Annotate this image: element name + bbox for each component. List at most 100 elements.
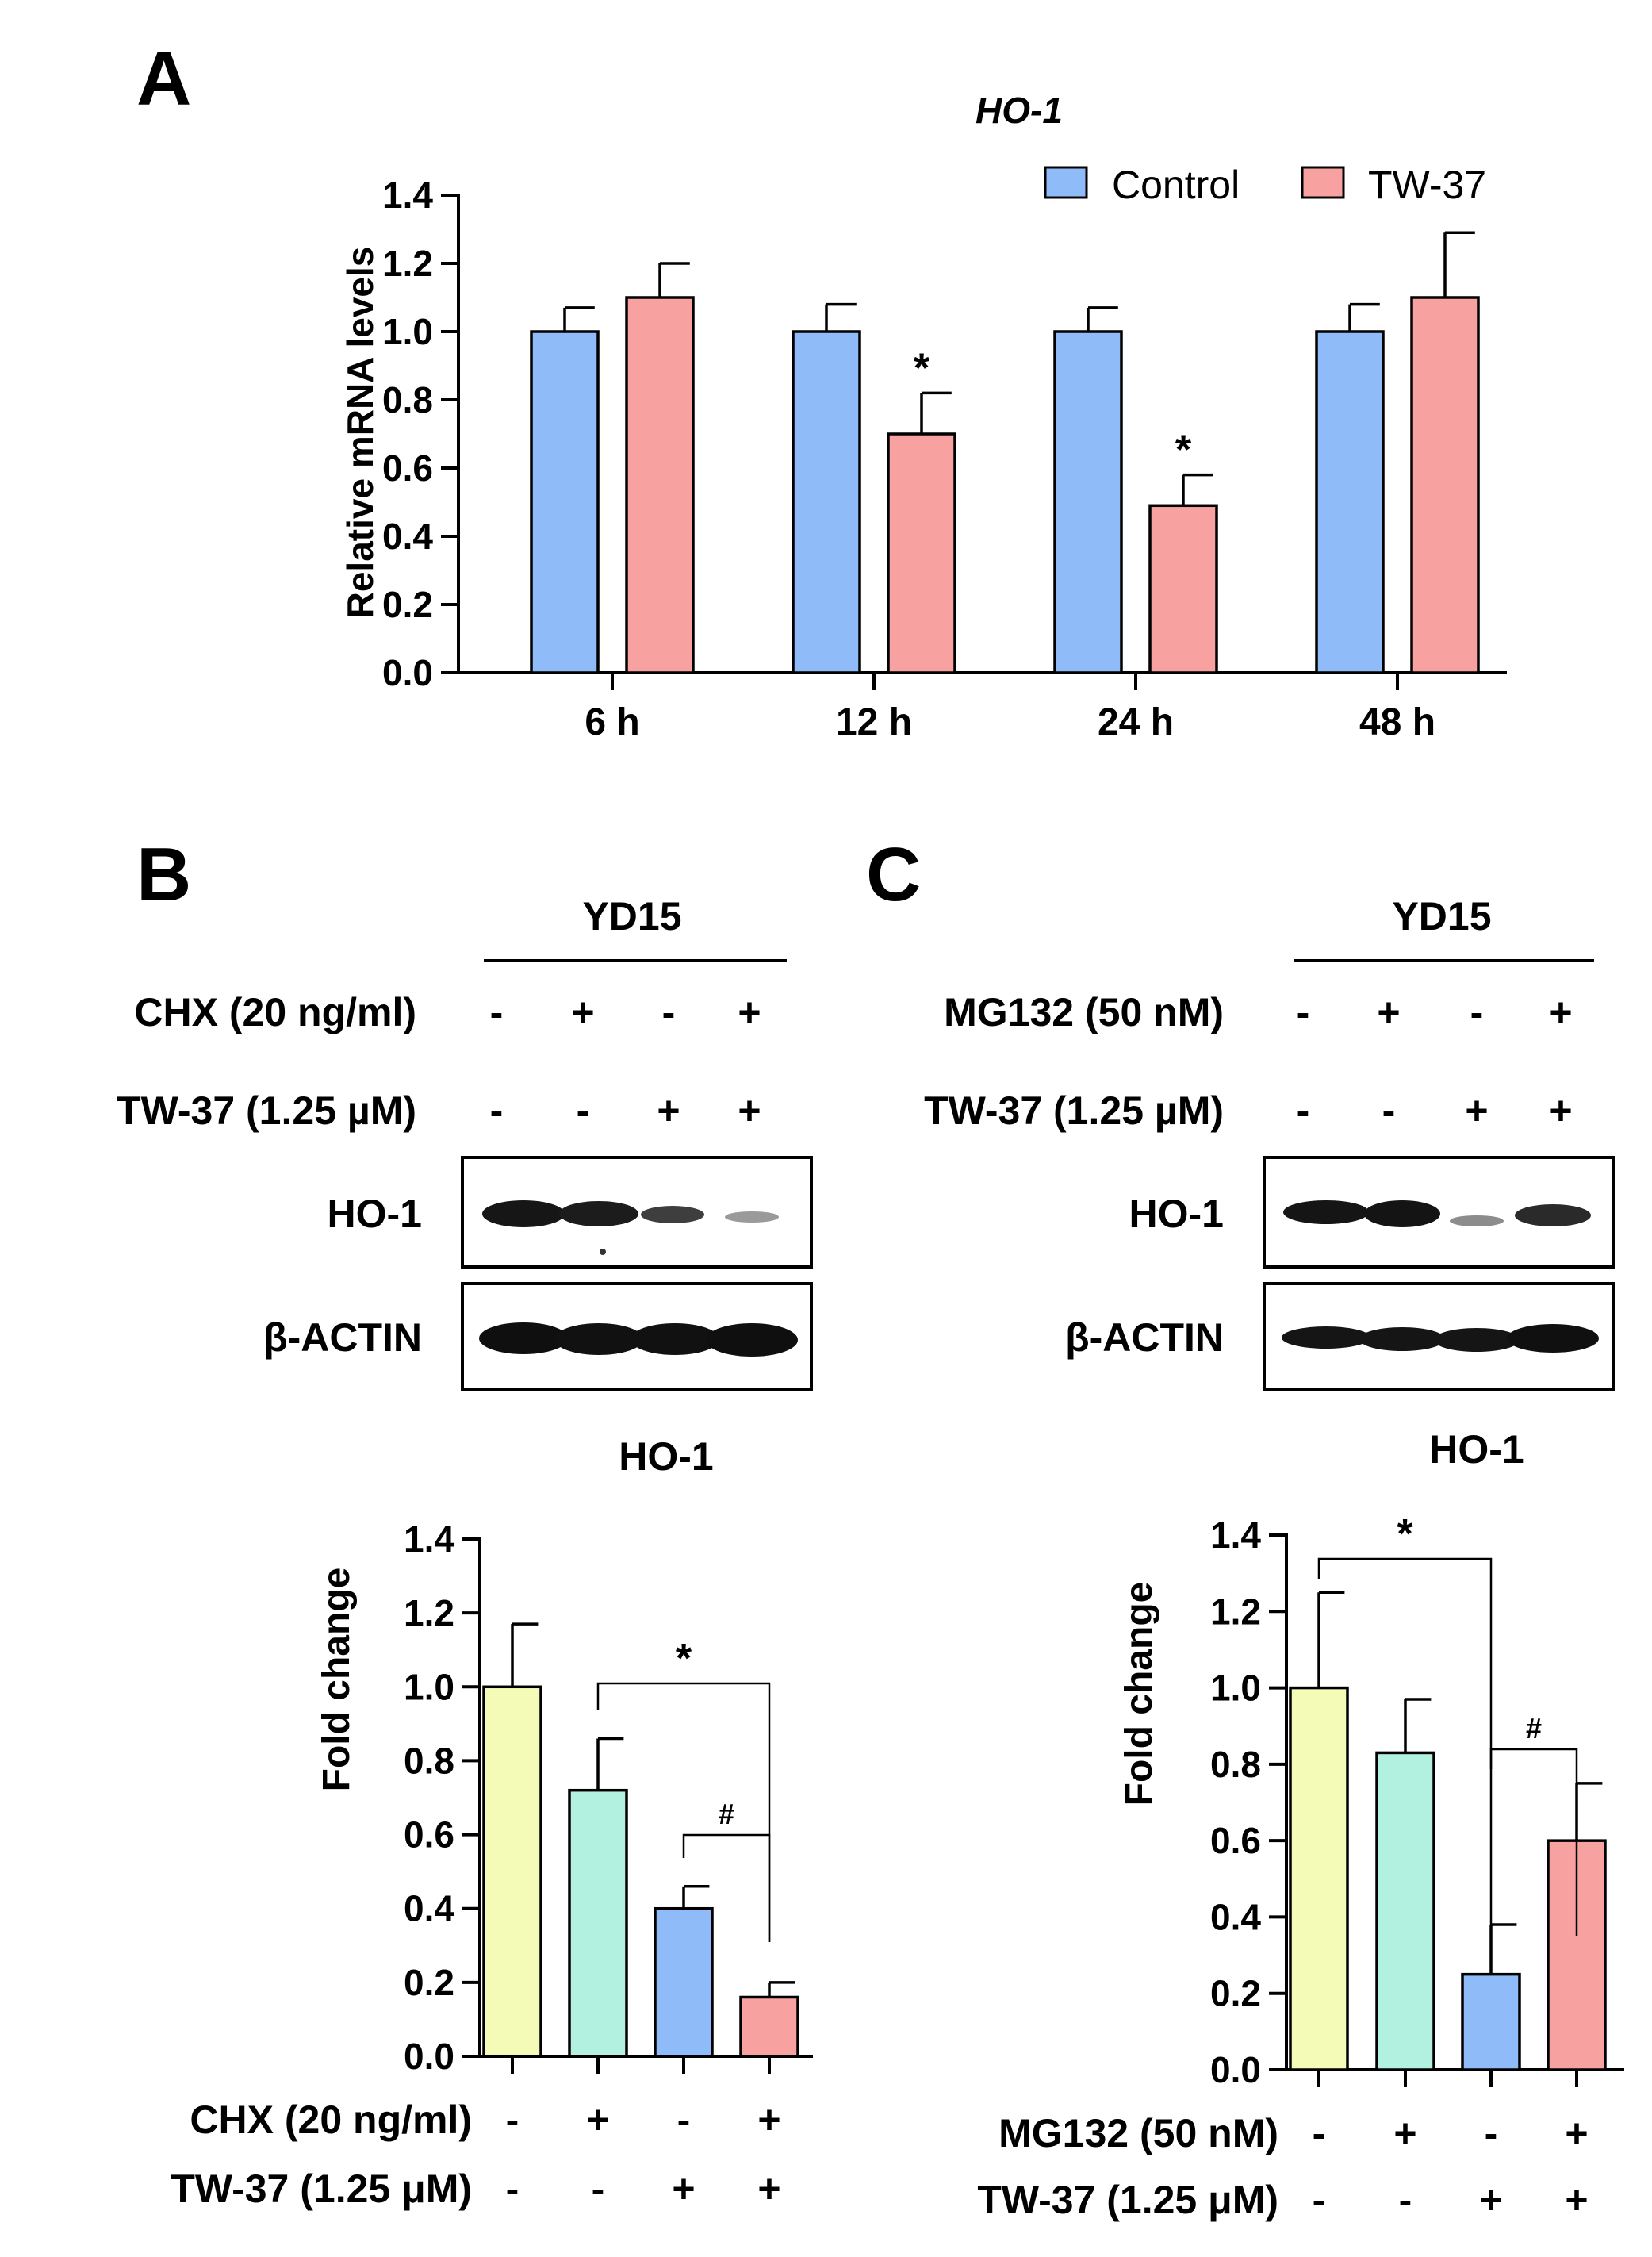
y-tick-label: 0.8 xyxy=(382,379,433,420)
minus-sign: - xyxy=(592,2167,605,2211)
panel-c-letter: C xyxy=(866,832,921,917)
significance-bracket xyxy=(596,1682,771,1942)
panel-c-chart-title: HO-1 xyxy=(1429,1427,1524,1472)
panel-c-blot-label-ho1: HO-1 xyxy=(1129,1192,1224,1236)
bar xyxy=(1148,504,1218,674)
panel-b-cond-label-2: TW-37 (1.25 µM) xyxy=(117,1088,416,1133)
minus-sign: - xyxy=(506,2098,519,2142)
panel-c-cell-line: YD15 xyxy=(1392,894,1491,938)
panel-c-actin-bands xyxy=(1282,1324,1599,1353)
plus-sign: + xyxy=(757,2167,780,2211)
minus-sign: - xyxy=(1313,2178,1326,2222)
minus-sign: - xyxy=(1297,1088,1310,1133)
y-tick-label: 1.2 xyxy=(382,243,433,284)
y-tick-label: 1.2 xyxy=(404,1592,454,1633)
panel-c-cond-label-2: TW-37 (1.25 µM) xyxy=(924,1088,1224,1133)
bar xyxy=(792,330,861,674)
minus-sign: - xyxy=(1470,990,1484,1034)
y-tick-label: 0.6 xyxy=(1210,1820,1261,1861)
band xyxy=(1359,1327,1445,1351)
legend-label-control: Control xyxy=(1112,163,1240,207)
minus-sign: - xyxy=(1297,990,1310,1034)
significance-bracket xyxy=(1317,1557,1493,1936)
plus-sign: + xyxy=(1565,2111,1588,2155)
panel-b-ylabel: Fold change xyxy=(316,1568,358,1792)
bar xyxy=(1289,1686,1349,2071)
legend-label-tw37: TW-37 xyxy=(1368,163,1486,207)
minus-sign: - xyxy=(490,990,504,1034)
band xyxy=(1507,1324,1599,1353)
significance-marker: * xyxy=(676,1636,692,1682)
bar xyxy=(530,330,600,674)
significance-marker: # xyxy=(719,1798,734,1830)
significance-bracket xyxy=(1489,1748,1578,1936)
x-tick-label: 24 h xyxy=(1098,701,1174,743)
plus-sign: + xyxy=(1549,990,1572,1034)
legend: Control TW-37 xyxy=(1044,163,1486,207)
plus-sign: + xyxy=(1377,990,1400,1034)
panel-a-title: HO-1 xyxy=(975,90,1063,131)
legend-swatch-tw37 xyxy=(1301,166,1345,199)
panel-b-blot-label-ho1: HO-1 xyxy=(328,1192,422,1236)
panel-b-condition-signs: - + - + - - + + xyxy=(490,990,761,1133)
panel-c-cond-label-1: MG132 (50 nM) xyxy=(944,990,1224,1034)
plus-sign: + xyxy=(1393,2111,1416,2155)
band xyxy=(479,1322,568,1354)
band xyxy=(1364,1200,1440,1227)
band xyxy=(559,1201,638,1226)
plus-sign: + xyxy=(1549,1088,1572,1133)
minus-sign: - xyxy=(1382,1088,1396,1133)
y-tick-label: 0.4 xyxy=(382,516,433,557)
y-tick-label: 0.6 xyxy=(404,1814,454,1856)
panel-b-x-signs: - + - + - - + + xyxy=(506,2098,781,2211)
y-tick-label: 0.4 xyxy=(1210,1896,1261,1937)
y-tick-label: 1.0 xyxy=(1210,1668,1261,1709)
chart-a: 0.0 0.2 0.4 0.6 0.8 1.0 1.2 1.4 6 h 12 h * 24 h * 48 … xyxy=(382,175,1507,743)
plus-sign: + xyxy=(1479,2178,1502,2222)
minus-sign: - xyxy=(506,2167,519,2211)
bar xyxy=(739,1995,799,2058)
y-tick-label: 0.8 xyxy=(1210,1744,1261,1785)
panel-c-ylabel: Fold change xyxy=(1118,1582,1160,1806)
significance-marker: * xyxy=(1397,1511,1413,1557)
minus-sign: - xyxy=(1485,2111,1498,2155)
band xyxy=(1282,1326,1370,1349)
panel-b-blot-label-actin: β-ACTIN xyxy=(263,1315,422,1360)
band xyxy=(482,1200,565,1227)
y-tick-label: 0.4 xyxy=(404,1888,454,1929)
significance-marker: * xyxy=(914,345,930,391)
panel-b-xcond-label-1: CHX (20 ng/ml) xyxy=(190,2098,472,2142)
plus-sign: + xyxy=(738,990,761,1034)
band-speck xyxy=(600,1249,606,1255)
chart-b: 0.0 0.2 0.4 0.6 0.8 1.0 1.2 1.4 * # xyxy=(404,1518,813,2077)
band xyxy=(641,1206,704,1223)
significance-marker: # xyxy=(1526,1712,1542,1745)
band xyxy=(706,1323,798,1357)
x-tick-label: 12 h xyxy=(836,701,912,743)
y-tick-label: 0.0 xyxy=(404,2036,454,2077)
band xyxy=(554,1323,643,1355)
x-tick-label: 48 h xyxy=(1359,701,1435,743)
significance-marker: * xyxy=(1175,428,1192,474)
y-tick-label: 1.4 xyxy=(404,1518,454,1560)
panel-b-letter: B xyxy=(136,832,191,917)
bar xyxy=(1410,296,1480,674)
x-tick-label: 6 h xyxy=(585,701,639,743)
minus-sign: - xyxy=(577,1088,590,1133)
panel-c-condition-signs: - + - + - - + + xyxy=(1297,990,1573,1133)
bar xyxy=(568,1788,628,2058)
panel-b-ho1-bands xyxy=(482,1200,779,1255)
panel-c-ho1-bands xyxy=(1283,1200,1591,1227)
minus-sign: - xyxy=(662,990,676,1034)
panel-b: B YD15 CHX (20 ng/ml) TW-37 (1.25 µM) - +… xyxy=(117,832,813,2211)
band xyxy=(1434,1328,1520,1352)
panel-a: A HO-1 Control TW-37 Relative mRNA level… xyxy=(136,36,1507,743)
plus-sign: + xyxy=(738,1088,761,1133)
plus-sign: + xyxy=(586,2098,609,2142)
panel-a-letter: A xyxy=(136,36,191,121)
plus-sign: + xyxy=(757,2098,780,2142)
bar xyxy=(1461,1972,1521,2071)
band xyxy=(1450,1215,1504,1226)
bar xyxy=(482,1685,542,2058)
